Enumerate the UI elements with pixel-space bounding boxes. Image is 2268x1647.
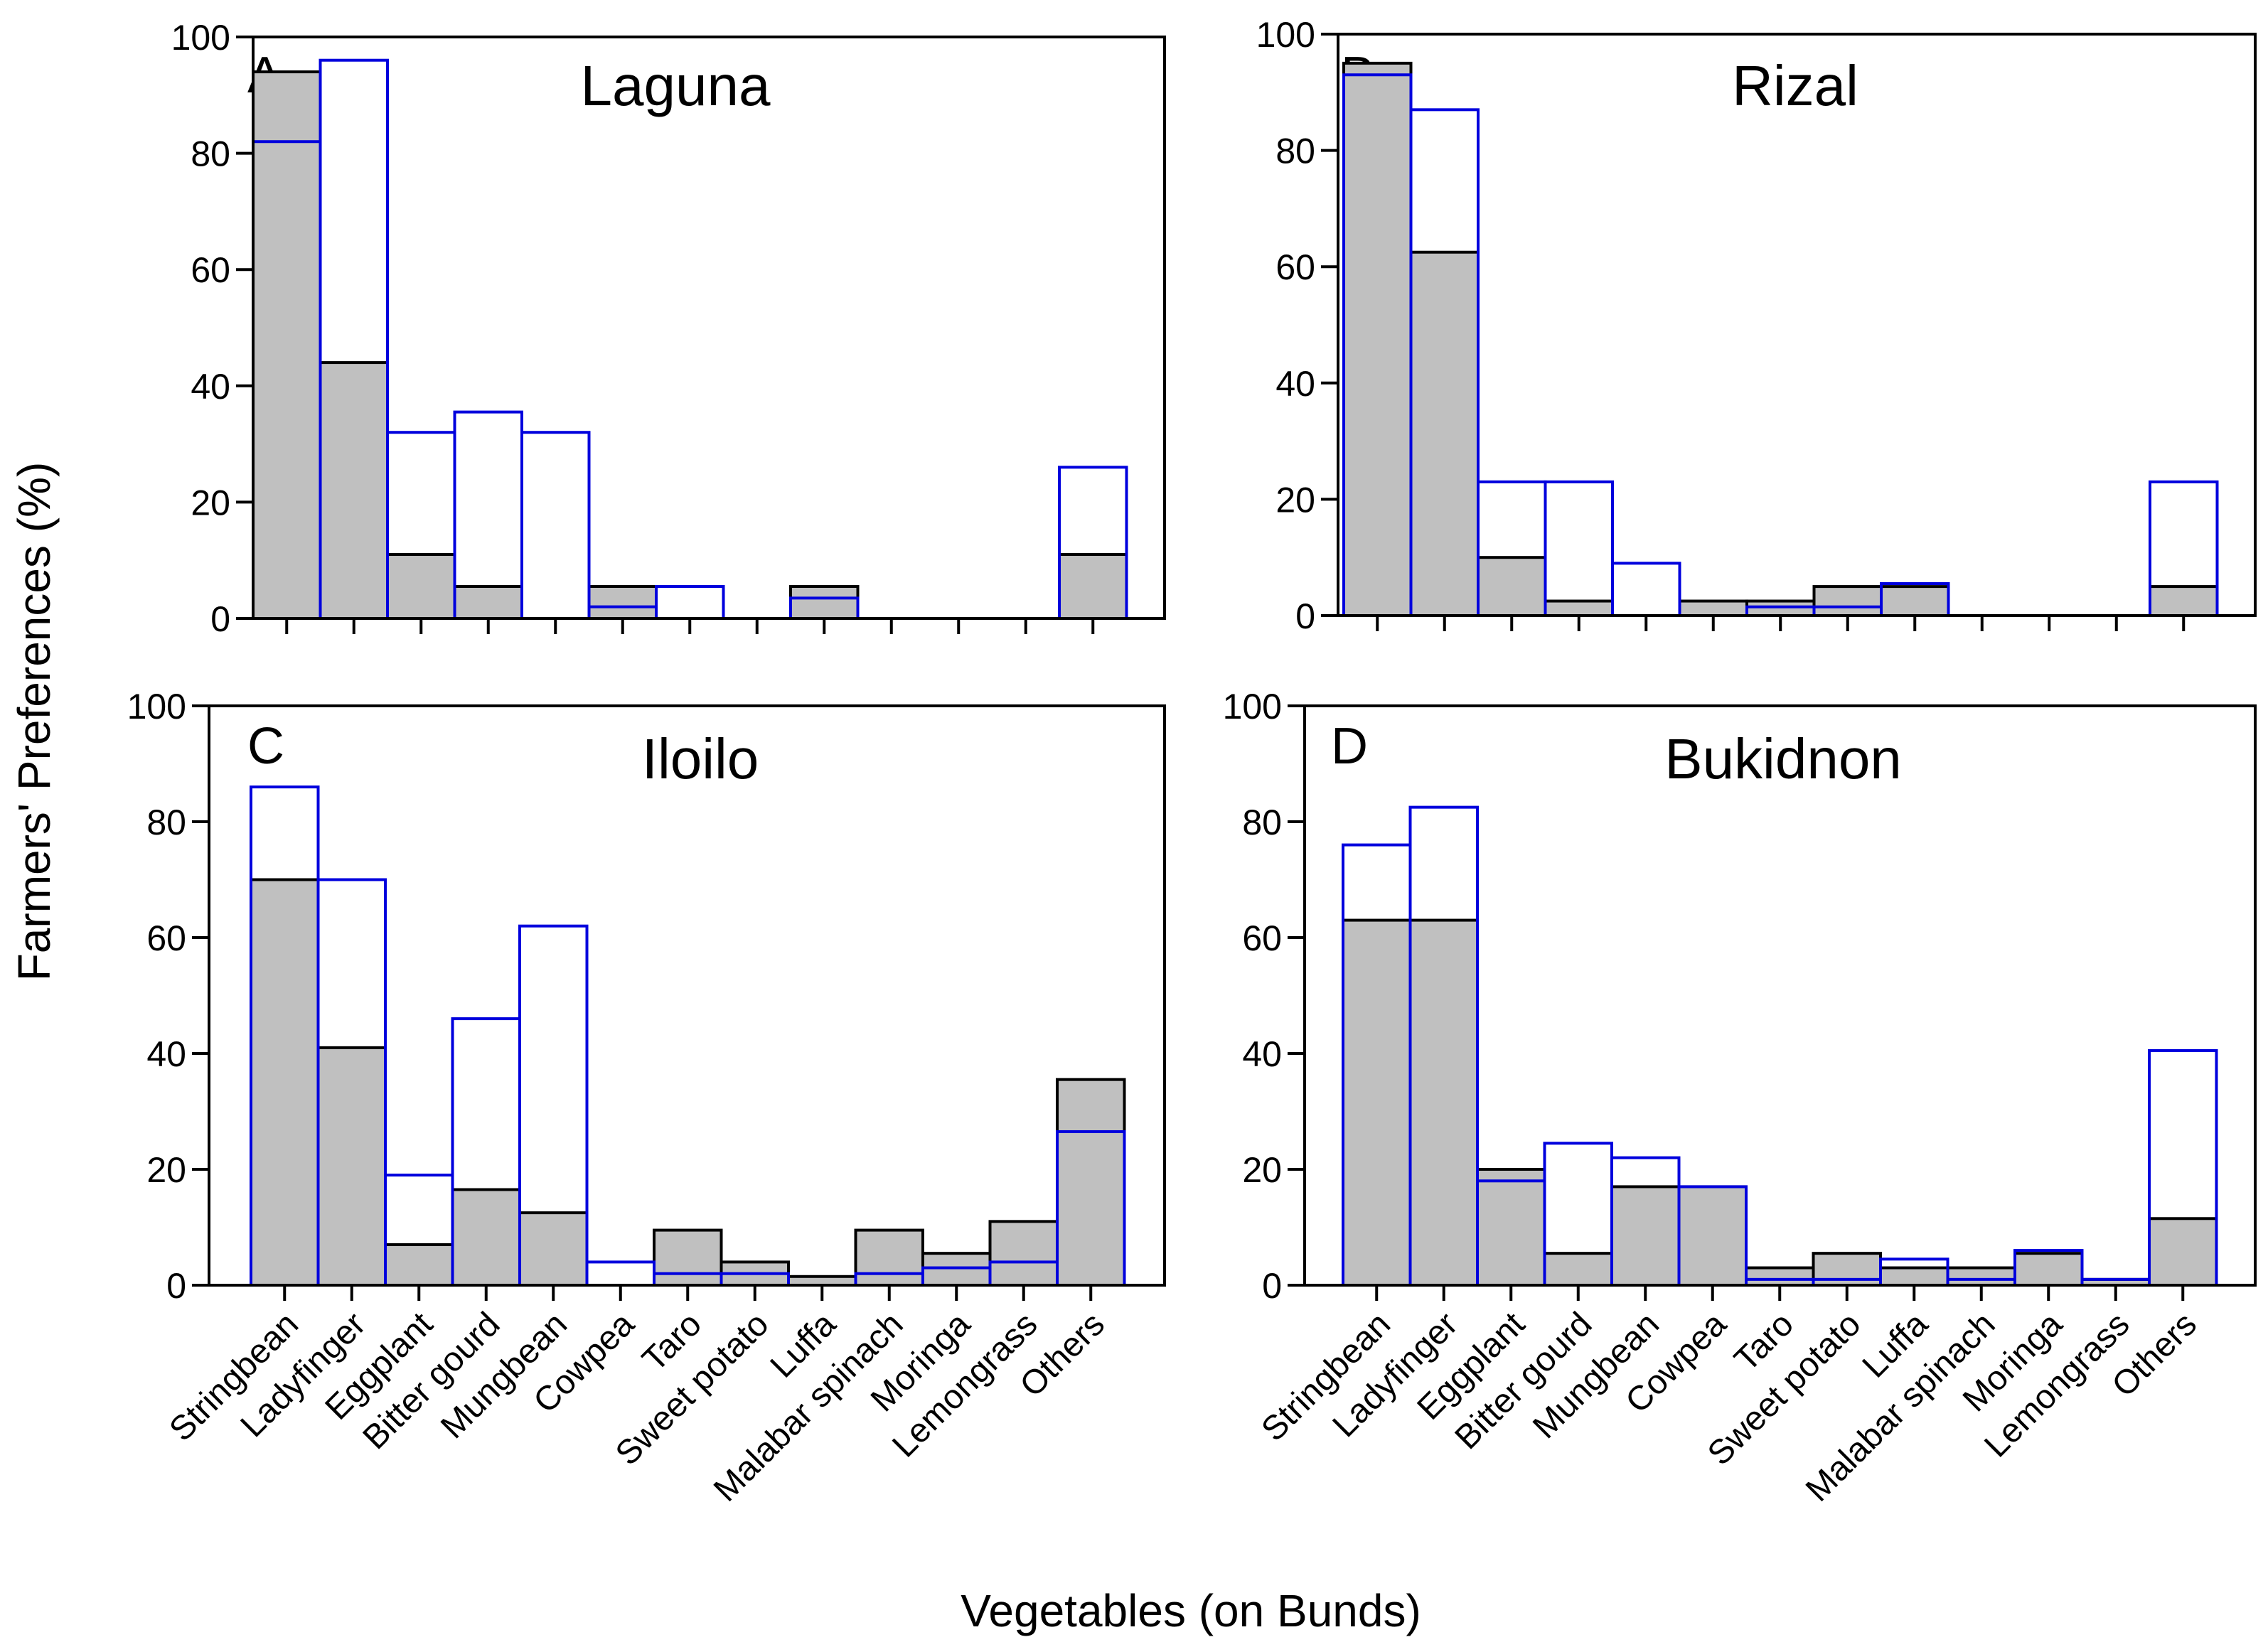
y-tick-label: 40 [1242, 1034, 1282, 1074]
series-gray [1342, 918, 2218, 1287]
y-tick-label: 0 [166, 1266, 186, 1306]
bar-gray-moringa [921, 1252, 992, 1287]
bar-gray-ladyfinger [1408, 918, 1479, 1287]
bar-gray-others [1056, 1078, 1126, 1287]
bar-blue-bitter-gourd [1544, 480, 1614, 617]
panel-letter: C [247, 718, 284, 775]
y-tick-label: 40 [1275, 364, 1315, 404]
bar-blue-taro [655, 585, 725, 621]
bar-gray-taro [1745, 599, 1816, 617]
bar-gray-malabar-spinach [854, 1228, 924, 1287]
bar-gray-moringa [2013, 1252, 2084, 1287]
y-tick-label: 80 [191, 134, 230, 174]
y-tick-label: 20 [1275, 480, 1315, 520]
bar-gray-bitter-gourd [1543, 1252, 1613, 1287]
chart-title: Rizal [1732, 54, 1858, 117]
y-tick-label: 0 [1295, 596, 1315, 636]
plot-frame [1337, 33, 2257, 617]
bar-gray-stringbean [250, 878, 320, 1287]
y-tick-label: 80 [146, 803, 186, 842]
y-tick-label: 0 [210, 599, 230, 639]
y-tick-label: 40 [191, 367, 230, 407]
chart-title: Laguna [581, 54, 771, 117]
y-tick-label: 60 [191, 250, 230, 290]
y-tick-label: 20 [191, 483, 230, 522]
panel-c: C Iloilo020406080100StringbeanLadyfingerE… [127, 687, 1166, 1509]
bar-gray-mungbean [1610, 1185, 1681, 1287]
chart-title: Iloilo [642, 727, 759, 790]
series-gray [250, 878, 1126, 1287]
bar-gray-cowpea [1678, 599, 1748, 617]
bar-gray-bitter-gourd [451, 1188, 521, 1287]
bar-gray-eggplant [384, 1243, 454, 1287]
y-tick-label: 80 [1275, 132, 1315, 171]
bar-gray-taro [1745, 1266, 1815, 1287]
y-tick-label: 100 [171, 18, 230, 58]
bar-blue-mungbean [1611, 562, 1681, 618]
y-tick-label: 100 [1256, 15, 1315, 55]
y-axis-label: Farmers' Preferences (%) [9, 462, 60, 982]
bar-gray-cowpea [587, 585, 658, 621]
bar-gray-others [2148, 1217, 2218, 1287]
y-tick-label: 40 [146, 1034, 186, 1074]
bar-gray-others [2149, 585, 2219, 617]
panel-letter: D [1331, 718, 1368, 775]
x-axis-label: Vegetables (on Bunds) [961, 1585, 1421, 1636]
bar-gray-eggplant [1477, 556, 1547, 618]
plot-frame [252, 36, 1166, 620]
bar-gray-bitter-gourd [453, 585, 523, 621]
series-gray [252, 70, 1128, 621]
bar-gray-taro [653, 1228, 723, 1287]
chart-title: Bukidnon [1664, 727, 1902, 790]
y-tick-label: 60 [146, 918, 186, 958]
bar-gray-malabar-spinach [1946, 1266, 2016, 1287]
bar-gray-ladyfinger [316, 1046, 387, 1287]
panel-b: BRizal020406080100 [1256, 15, 2257, 636]
bar-gray-cowpea [1677, 1185, 1748, 1287]
bar-gray-stringbean [252, 70, 322, 620]
y-tick-label: 0 [1262, 1266, 1282, 1306]
bar-gray-stringbean [1342, 918, 1412, 1287]
bar-gray-luffa [1880, 585, 1950, 617]
y-tick-label: 100 [1223, 687, 1282, 726]
bar-gray-luffa [1879, 1266, 1949, 1287]
bar-gray-mungbean [518, 1211, 589, 1287]
bar-gray-others [1058, 553, 1128, 621]
y-tick-label: 60 [1275, 247, 1315, 287]
series-gray [1342, 61, 2219, 618]
panel-a: ALaguna020406080100 [171, 18, 1166, 639]
bar-blue-mungbean [520, 431, 591, 620]
bar-gray-ladyfinger [1409, 250, 1480, 617]
bar-gray-ladyfinger [319, 361, 389, 620]
bar-gray-eggplant [386, 553, 456, 621]
bar-blue-cowpea [585, 1260, 656, 1287]
bar-gray-bitter-gourd [1544, 599, 1614, 617]
y-tick-label: 60 [1242, 918, 1282, 958]
y-tick-label: 80 [1242, 803, 1282, 842]
bar-gray-sweet-potato [1812, 585, 1883, 617]
bar-gray-lemongrass [988, 1220, 1059, 1287]
y-tick-label: 20 [1242, 1150, 1282, 1190]
bar-gray-luffa [789, 585, 860, 621]
y-tick-label: 20 [146, 1150, 186, 1190]
bar-gray-stringbean [1342, 61, 1413, 617]
y-tick-label: 100 [127, 687, 186, 726]
bar-gray-eggplant [1476, 1168, 1546, 1287]
panel-d: D Bukidnon020406080100StringbeanLadyfinge… [1223, 687, 2257, 1509]
